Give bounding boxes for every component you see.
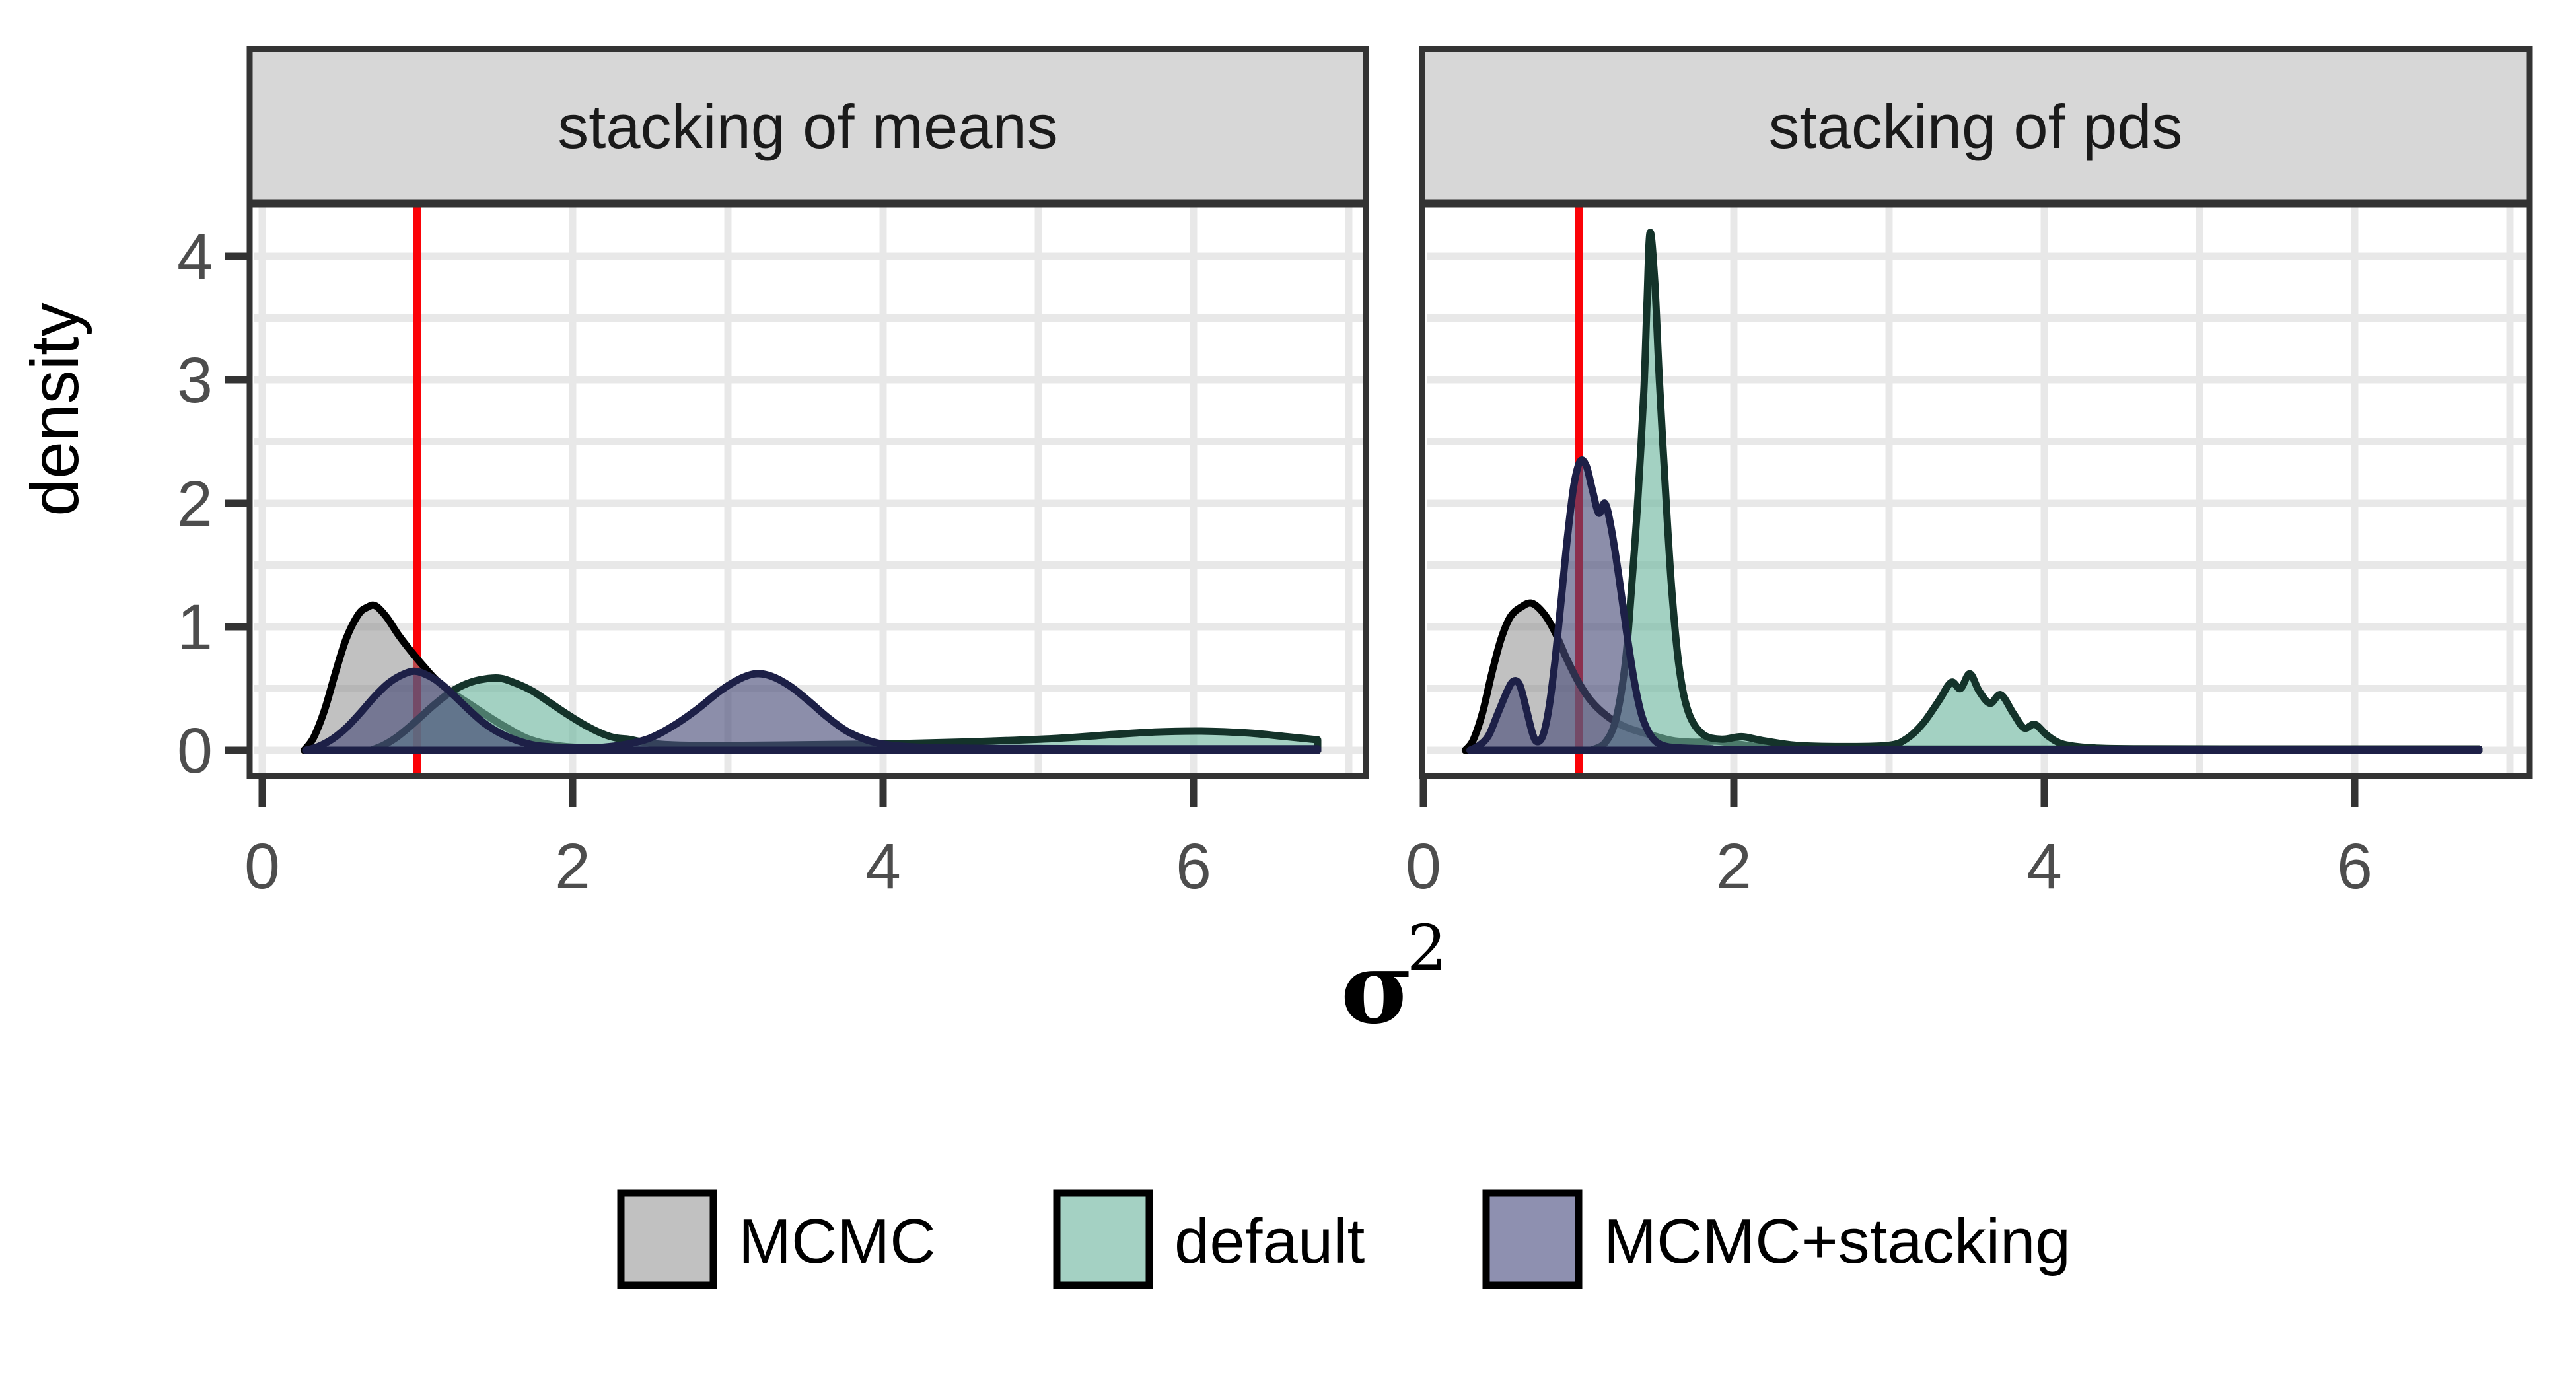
x-tick-label: 2 <box>1716 830 1752 902</box>
x-axis-title: σ 2 <box>1341 912 1447 1046</box>
legend-entry-default: default <box>1053 1189 1365 1289</box>
panel-border-pds <box>1419 201 2533 779</box>
legend-label-mcmc: MCMC <box>738 1206 936 1277</box>
y-tick-label: 4 <box>177 221 213 293</box>
x-tick-label: 0 <box>1406 830 1441 902</box>
legend-entry-mcmc-stacking: MCMC+stacking <box>1482 1189 2071 1289</box>
legend-swatch-default <box>1053 1189 1153 1289</box>
axes: 0 2 4 6 0 2 4 6 0 1 2 3 4 <box>177 221 2373 902</box>
legend-swatch-mcmc <box>617 1189 717 1289</box>
x-tick-label: 4 <box>865 830 901 902</box>
strip-title-means: stacking of means <box>557 92 1058 161</box>
facet-strip-pds: stacking of pds <box>1419 46 2533 206</box>
x-tick-label: 6 <box>2337 830 2373 902</box>
legend: MCMC default MCMC+stacking <box>617 1189 2071 1289</box>
strip-box <box>1419 46 2533 206</box>
legend-label-mcmc-stacking: MCMC+stacking <box>1604 1206 2071 1277</box>
y-tick-label: 2 <box>177 468 213 540</box>
legend-swatch-mcmc-stacking <box>1482 1189 1583 1289</box>
density-curve-MCMC-stacking <box>1466 456 2483 754</box>
gridlines-means <box>254 207 1363 773</box>
x-axis-title-sigma: σ <box>1341 930 1414 1046</box>
x-tick-label: 6 <box>1176 830 1211 902</box>
strip-box <box>246 46 1369 206</box>
y-tick-label: 3 <box>177 344 213 416</box>
y-tick-label: 1 <box>177 591 213 663</box>
density-curves-means <box>300 207 1322 773</box>
x-axis-title-exponent: 2 <box>1407 912 1447 985</box>
x-tick-label: 0 <box>244 830 280 902</box>
legend-label-default: default <box>1174 1206 1365 1277</box>
y-axis-title: density <box>17 302 92 516</box>
x-tick-label: 2 <box>555 830 590 902</box>
density-curves-pds <box>1461 207 2483 773</box>
facet-strip-means: stacking of means <box>246 46 1369 206</box>
strip-title-pds: stacking of pds <box>1768 92 2182 161</box>
y-tick-label: 0 <box>177 715 213 787</box>
panel-border-means <box>246 201 1369 779</box>
density-curve-MCMC-stacking <box>302 667 1322 754</box>
x-tick-label: 4 <box>2026 830 2062 902</box>
density-curve-default <box>1587 229 2483 754</box>
legend-entry-mcmc: MCMC <box>617 1189 936 1289</box>
